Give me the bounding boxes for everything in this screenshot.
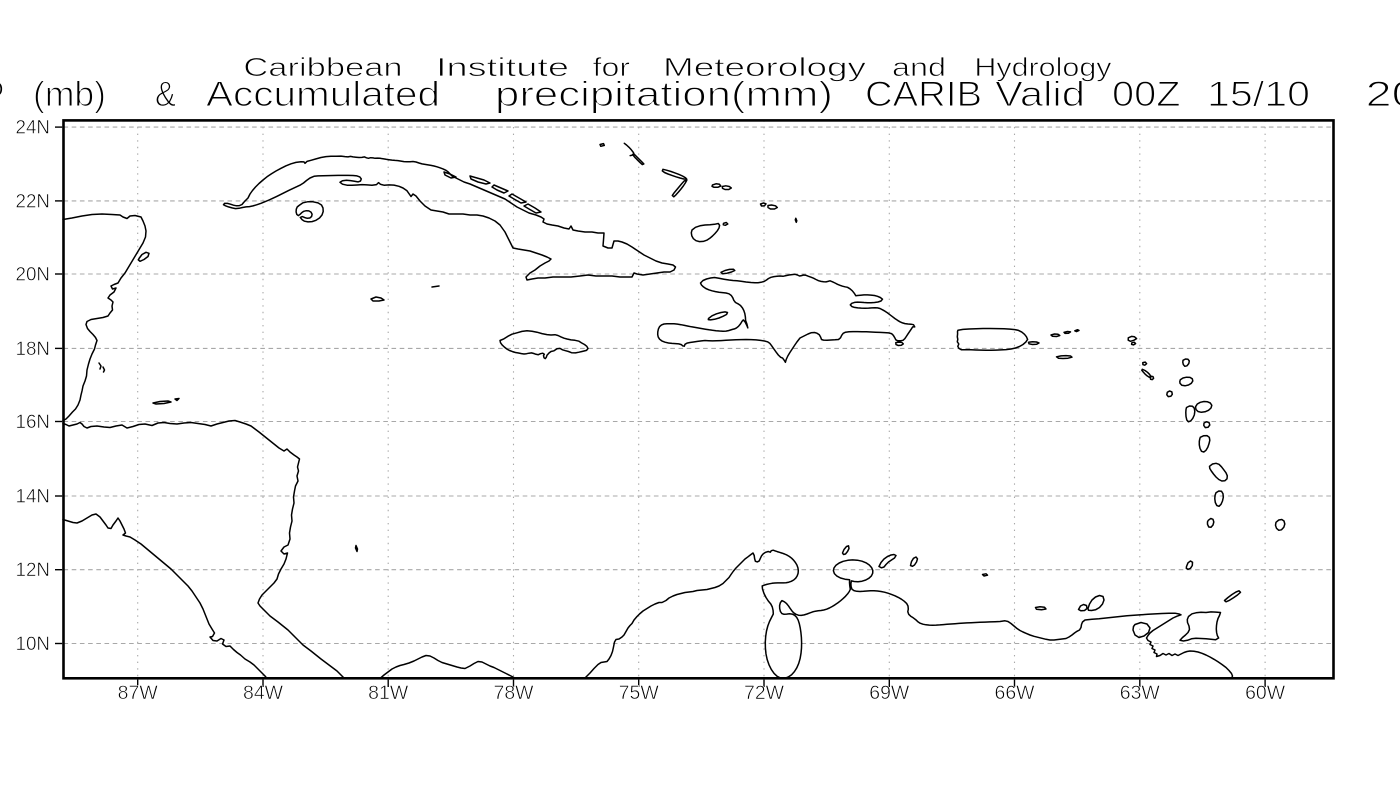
svg-text:78W: 78W [494,683,534,704]
svg-text:Institute: Institute [436,52,569,82]
svg-text:69W: 69W [869,683,909,704]
svg-text:72W: 72W [744,683,784,704]
svg-text:00Z: 00Z [1112,75,1181,114]
svg-text:(mb): (mb) [33,75,106,114]
svg-text:75W: 75W [619,683,659,704]
svg-text:22N: 22N [16,191,51,212]
svg-text:Valid: Valid [995,75,1085,114]
svg-text:precipitation(mm): precipitation(mm) [495,75,833,114]
svg-text:20N: 20N [16,265,51,286]
svg-text:84W: 84W [243,683,283,704]
svg-text:2025: 2025 [1366,75,1400,114]
svg-text:63W: 63W [1120,683,1160,704]
svg-text:Accumulated: Accumulated [206,75,440,114]
svg-text:&: & [155,75,176,114]
svg-text:for: for [593,52,631,82]
svg-text:81W: 81W [368,683,408,704]
svg-text:24N: 24N [16,118,51,139]
svg-text:10N: 10N [16,634,51,655]
svg-text:Caribbean: Caribbean [243,52,402,82]
svg-text:15/10: 15/10 [1207,75,1310,114]
svg-text:18N: 18N [16,339,51,360]
svg-text:Hydrology: Hydrology [974,52,1111,82]
svg-text:87W: 87W [118,683,158,704]
svg-text:CARIB: CARIB [865,75,982,114]
svg-text:Meteorology: Meteorology [663,52,866,82]
svg-text:16N: 16N [16,412,51,433]
svg-text:and: and [892,52,946,82]
svg-text:12N: 12N [16,560,51,581]
svg-text:14N: 14N [16,487,51,508]
svg-text:66W: 66W [995,683,1035,704]
svg-text:60W: 60W [1245,683,1285,704]
svg-text:P: P [0,75,4,114]
